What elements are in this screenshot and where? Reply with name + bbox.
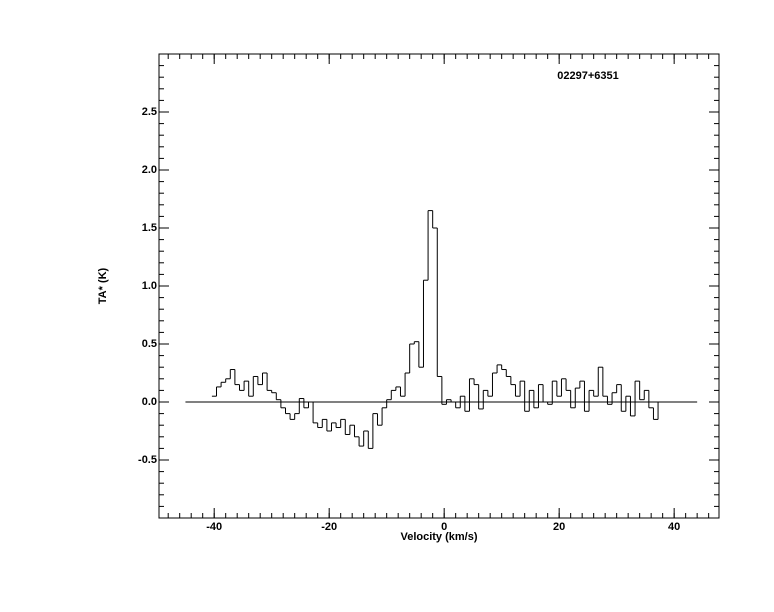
x-tick-label: -20	[321, 521, 337, 533]
annotation: 02297+6351	[557, 70, 618, 82]
y-axis-label: TA* (K)	[97, 267, 109, 304]
y-tick-label: 0.0	[142, 396, 157, 408]
y-tick-label: 0.5	[142, 338, 157, 350]
x-tick-label: 0	[441, 521, 447, 533]
y-tick-label: -0.5	[138, 454, 157, 466]
y-tick-label: 2.0	[142, 164, 157, 176]
x-tick-label: 40	[668, 521, 680, 533]
x-axis-label: Velocity (km/s)	[400, 531, 477, 543]
x-tick-label: -40	[206, 521, 222, 533]
plot-frame	[158, 53, 720, 519]
y-tick-label: 1.5	[142, 222, 157, 234]
y-tick-label: 1.0	[142, 280, 157, 292]
x-tick-label: 20	[553, 521, 565, 533]
y-tick-label: 2.5	[142, 106, 157, 118]
